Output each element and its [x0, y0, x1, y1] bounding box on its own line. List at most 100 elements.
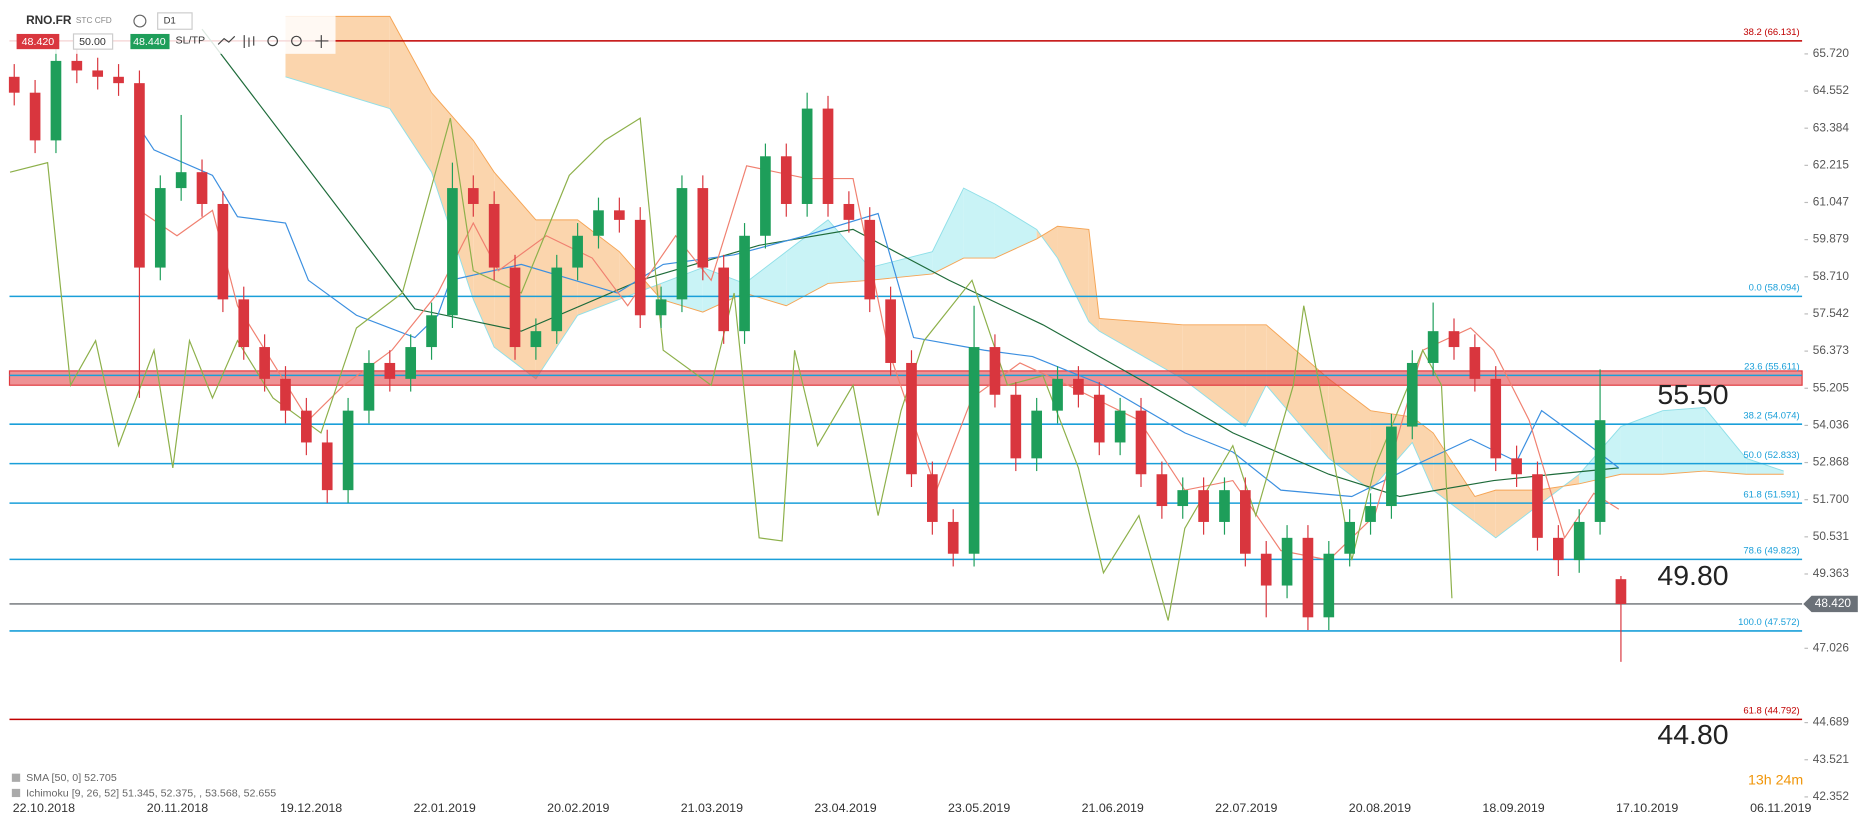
sell-price: 48.420 — [22, 36, 55, 48]
candle-body — [906, 362, 917, 475]
candle-body — [509, 267, 521, 348]
candle-body — [551, 267, 563, 332]
cloud-segment — [744, 251, 787, 306]
volume: 50.00 — [79, 36, 106, 48]
fib-level-label: 100.0 (47.572) — [1738, 616, 1800, 627]
candle-body — [634, 219, 646, 316]
candle-body — [1281, 537, 1293, 586]
candle-body — [1490, 378, 1502, 459]
candle-body — [1323, 553, 1335, 618]
candle-body — [447, 188, 458, 316]
candle-body — [1448, 331, 1460, 348]
candle-body — [593, 210, 604, 236]
candle-body — [885, 299, 896, 363]
crosshair-icon[interactable] — [315, 35, 329, 48]
candle-body — [801, 108, 813, 204]
volume-input[interactable] — [72, 33, 114, 50]
y-tick-label: 50.531 — [1813, 530, 1849, 543]
candle-body — [363, 362, 375, 411]
candle-body — [1198, 490, 1209, 522]
candle-body — [1553, 537, 1564, 561]
candle-body — [321, 442, 333, 491]
y-tick-label: 54.036 — [1813, 419, 1850, 432]
y-tick-label: 64.552 — [1813, 84, 1849, 97]
cloud-segment — [786, 219, 829, 306]
x-tick-label: 18.09.2019 — [1482, 801, 1544, 815]
x-tick-label: 21.06.2019 — [1082, 801, 1144, 815]
indicator-line — [9, 117, 1453, 621]
x-tick-label: 22.01.2019 — [414, 801, 476, 815]
indicator-icon[interactable] — [243, 35, 255, 48]
x-tick-label: 20.02.2019 — [547, 801, 609, 815]
candle-body — [467, 188, 479, 204]
resistance-zone — [8, 370, 1803, 386]
symbol: RNO.FR — [26, 14, 72, 27]
candle-body — [843, 203, 855, 220]
y-tick-label: 44.689 — [1813, 716, 1849, 729]
cloud-segment — [869, 251, 933, 281]
candle-body — [1093, 394, 1105, 443]
candle-body — [1031, 410, 1043, 459]
candle-body — [927, 474, 938, 522]
candle-body — [301, 410, 312, 443]
candle-body — [655, 299, 667, 316]
sltp-button[interactable]: SL/TP — [175, 35, 205, 47]
fib-level-label: 38.2 (66.131) — [1743, 26, 1799, 37]
candle-body — [488, 203, 500, 268]
candle-body — [196, 172, 208, 204]
candle-body — [71, 60, 83, 71]
sell-button[interactable] — [16, 33, 60, 50]
fib-level-label: 38.2 (54.074) — [1743, 410, 1799, 421]
x-tick-label: 19.12.2018 — [280, 801, 342, 815]
cloud-segment — [1620, 410, 1663, 475]
cloud-segment — [932, 188, 964, 274]
y-tick-label: 62.215 — [1813, 159, 1850, 172]
buy-price: 48.440 — [133, 36, 166, 48]
legend-icon[interactable] — [11, 788, 21, 798]
candle-timer: 13h 24m — [1748, 771, 1803, 787]
cloud-segment — [1412, 417, 1434, 491]
y-tick-label: 42.352 — [1813, 790, 1849, 803]
cloud-segment — [389, 16, 432, 173]
candle-body — [530, 331, 542, 348]
cloud-segment — [1746, 458, 1784, 475]
fib-level-label: 0.0 (58.094) — [1749, 282, 1800, 293]
cloud-segment — [994, 203, 1037, 259]
candle-body — [405, 347, 417, 379]
x-tick-label: 22.07.2019 — [1215, 801, 1277, 815]
candle-body — [1260, 553, 1272, 586]
info-icon[interactable] — [133, 14, 147, 28]
x-tick-label: 23.04.2019 — [814, 801, 876, 815]
y-tick-label: 58.710 — [1813, 270, 1850, 283]
y-tick-label: 55.205 — [1813, 381, 1850, 394]
zoom-in-icon[interactable] — [291, 35, 302, 47]
x-tick-label: 20.08.2019 — [1349, 801, 1411, 815]
candle-body — [1573, 521, 1585, 561]
y-tick-label: 56.373 — [1813, 344, 1850, 357]
candle-body — [1615, 579, 1627, 604]
zoom-out-icon[interactable] — [267, 35, 279, 47]
instrument-kind[interactable]: STC CFD — [76, 16, 112, 25]
fib-level-label: 50.0 (52.833) — [1743, 449, 1799, 460]
cloud-segment — [1266, 324, 1329, 459]
cloud-segment — [963, 188, 995, 259]
candle-body — [259, 347, 270, 379]
legend-icon[interactable] — [11, 773, 21, 782]
candle-body — [760, 156, 771, 236]
cloud-segment — [1099, 318, 1183, 379]
buy-button[interactable] — [130, 33, 170, 50]
line-tool-icon[interactable] — [217, 35, 236, 45]
y-tick-label: 61.047 — [1813, 196, 1849, 209]
cloud-segment — [828, 219, 870, 284]
candle-body — [1052, 378, 1063, 411]
candle-body — [968, 347, 980, 554]
candle-body — [1156, 474, 1168, 507]
cloud-segment — [1495, 490, 1538, 538]
interval-select[interactable] — [157, 12, 193, 30]
candle-body — [1177, 490, 1189, 507]
legend-entry: Ichimoku [9, 26, 52] 51.345, 52.375, , 5… — [26, 787, 276, 799]
fib-level-label: 23.6 (55.611) — [1744, 361, 1800, 372]
candle-body — [1532, 474, 1543, 538]
